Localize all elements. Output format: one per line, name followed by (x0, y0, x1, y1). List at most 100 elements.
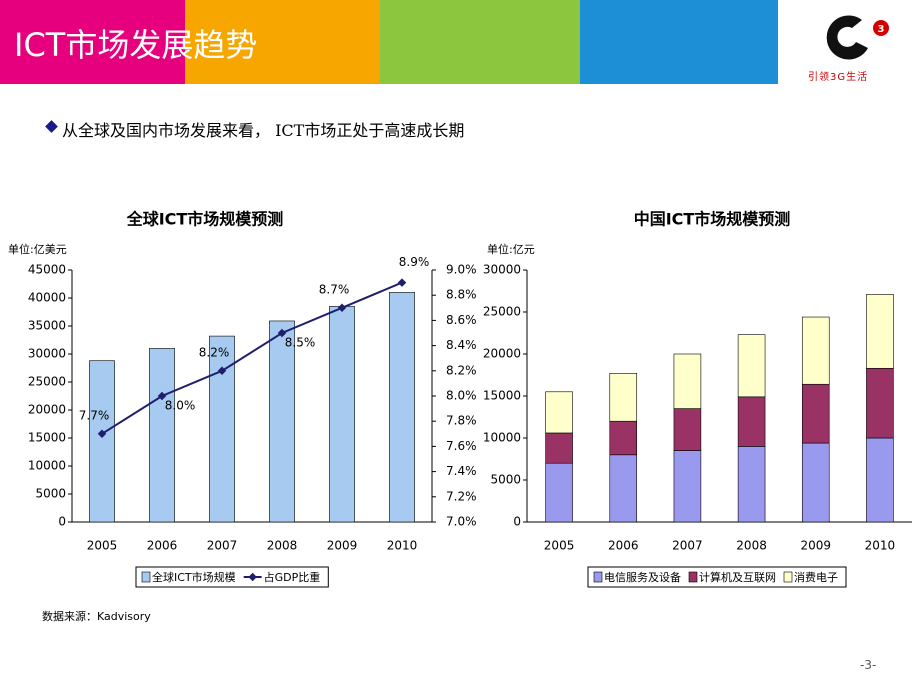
bar (329, 306, 355, 523)
y-tick-label: 20000 (28, 403, 66, 417)
y-tick-label: 5000 (490, 473, 521, 487)
source-note: 数据来源：Kadvisory (42, 610, 151, 623)
x-tick-label: 2008 (736, 539, 767, 553)
bar-segment (737, 446, 766, 523)
axis-unit: 单位:亿元 (487, 242, 535, 256)
bar-segment (866, 294, 894, 369)
chart-title: 中国ICT市场规模预测 (634, 210, 791, 229)
y-tick-label: 0 (513, 515, 521, 529)
data-label: 8.5% (285, 336, 316, 350)
x-tick-label: 2009 (327, 539, 358, 553)
x-tick-label: 2010 (387, 539, 418, 553)
x-tick-label: 2009 (800, 539, 831, 553)
x-tick-label: 2006 (608, 539, 639, 553)
bar-segment (801, 442, 830, 523)
y2-tick-label: 8.8% (446, 288, 477, 302)
banner-stripe (580, 0, 778, 84)
bar-segment (609, 454, 638, 523)
line-marker (217, 366, 227, 376)
bar (209, 335, 235, 523)
legend-label: 占GDP比重 (264, 570, 321, 584)
data-label: 8.9% (399, 255, 430, 269)
x-tick-label: 2005 (544, 539, 575, 553)
y2-tick-label: 7.8% (446, 414, 477, 428)
y-tick-label: 10000 (483, 431, 521, 445)
slide-title: ICT市场发展趋势 (14, 26, 258, 64)
bar-segment (866, 367, 894, 439)
legend-swatch (593, 571, 603, 583)
bar (89, 360, 115, 523)
y-tick-label: 35000 (28, 319, 66, 333)
banner-stripe (0, 0, 185, 84)
bar-segment (673, 450, 702, 523)
y2-tick-label: 7.6% (446, 439, 477, 453)
legend-box (587, 566, 847, 588)
y-tick-label: 5000 (35, 487, 66, 501)
bar (269, 320, 295, 523)
bar (389, 292, 415, 523)
legend-label: 电信服务及设备 (604, 570, 681, 584)
y2-tick-label: 7.2% (446, 489, 477, 503)
x-tick-label: 2006 (147, 539, 178, 553)
legend-label: 计算机及互联网 (699, 570, 776, 584)
legend-swatch (783, 571, 793, 583)
y-tick-label: 15000 (28, 431, 66, 445)
line (101, 281, 403, 435)
legend-swatch (141, 571, 151, 583)
y-tick-label: 30000 (483, 263, 521, 277)
bullet-text: 从全球及国内市场发展来看， ICT市场正处于高速成长期 (62, 121, 465, 140)
y2-tick-label: 8.6% (446, 313, 477, 327)
y2-tick-label: 7.4% (446, 464, 477, 478)
banner-stripe (185, 0, 380, 84)
bar-segment (545, 391, 573, 434)
page-number: -3- (860, 658, 877, 672)
line-marker (397, 278, 407, 287)
bar-segment (737, 334, 766, 398)
legend-label: 全球ICT市场规模 (152, 570, 236, 584)
bar-segment (673, 353, 702, 409)
logo-text: 引领3G生活 (808, 72, 869, 83)
data-label: 8.2% (199, 345, 230, 359)
y2-tick-label: 7.0% (446, 515, 477, 529)
y-tick-label: 15000 (483, 389, 521, 403)
x-tick-label: 2007 (672, 539, 703, 553)
line-marker (97, 429, 107, 439)
y-tick-label: 30000 (28, 347, 66, 361)
line-marker (277, 328, 287, 338)
y-tick-label: 0 (58, 515, 66, 529)
bar-segment (866, 437, 894, 523)
bar-segment (737, 396, 766, 447)
bar-segment (609, 420, 638, 456)
y-tick-label: 10000 (28, 459, 66, 473)
banner-stripe (380, 0, 580, 84)
line-marker (157, 391, 167, 401)
y-tick-label: 45000 (28, 263, 66, 277)
data-label: 7.7% (79, 408, 110, 422)
bar-segment (545, 462, 573, 523)
y2-tick-label: 9.0% (446, 263, 477, 277)
legend-swatch (688, 571, 698, 583)
bar (149, 348, 175, 523)
y2-tick-label: 8.4% (446, 338, 477, 352)
legend-box (135, 566, 329, 588)
y-tick-label: 40000 (28, 291, 66, 305)
y2-tick-label: 8.0% (446, 389, 477, 403)
bar-segment (801, 383, 830, 444)
chart-title: 全球ICT市场规模预测 (126, 210, 284, 229)
bar-segment (801, 316, 830, 385)
x-tick-label: 2008 (267, 539, 298, 553)
bar-segment (545, 432, 573, 464)
y-tick-label: 25000 (28, 375, 66, 389)
legend-label: 消费电子 (794, 570, 838, 584)
data-label: 8.7% (319, 282, 350, 296)
bar-segment (673, 408, 702, 451)
y-tick-label: 25000 (483, 305, 521, 319)
y-tick-label: 20000 (483, 347, 521, 361)
x-tick-label: 2005 (87, 539, 118, 553)
x-tick-label: 2010 (865, 539, 896, 553)
data-label: 8.0% (165, 399, 196, 413)
y2-tick-label: 8.2% (446, 363, 477, 377)
x-tick-label: 2007 (207, 539, 238, 553)
